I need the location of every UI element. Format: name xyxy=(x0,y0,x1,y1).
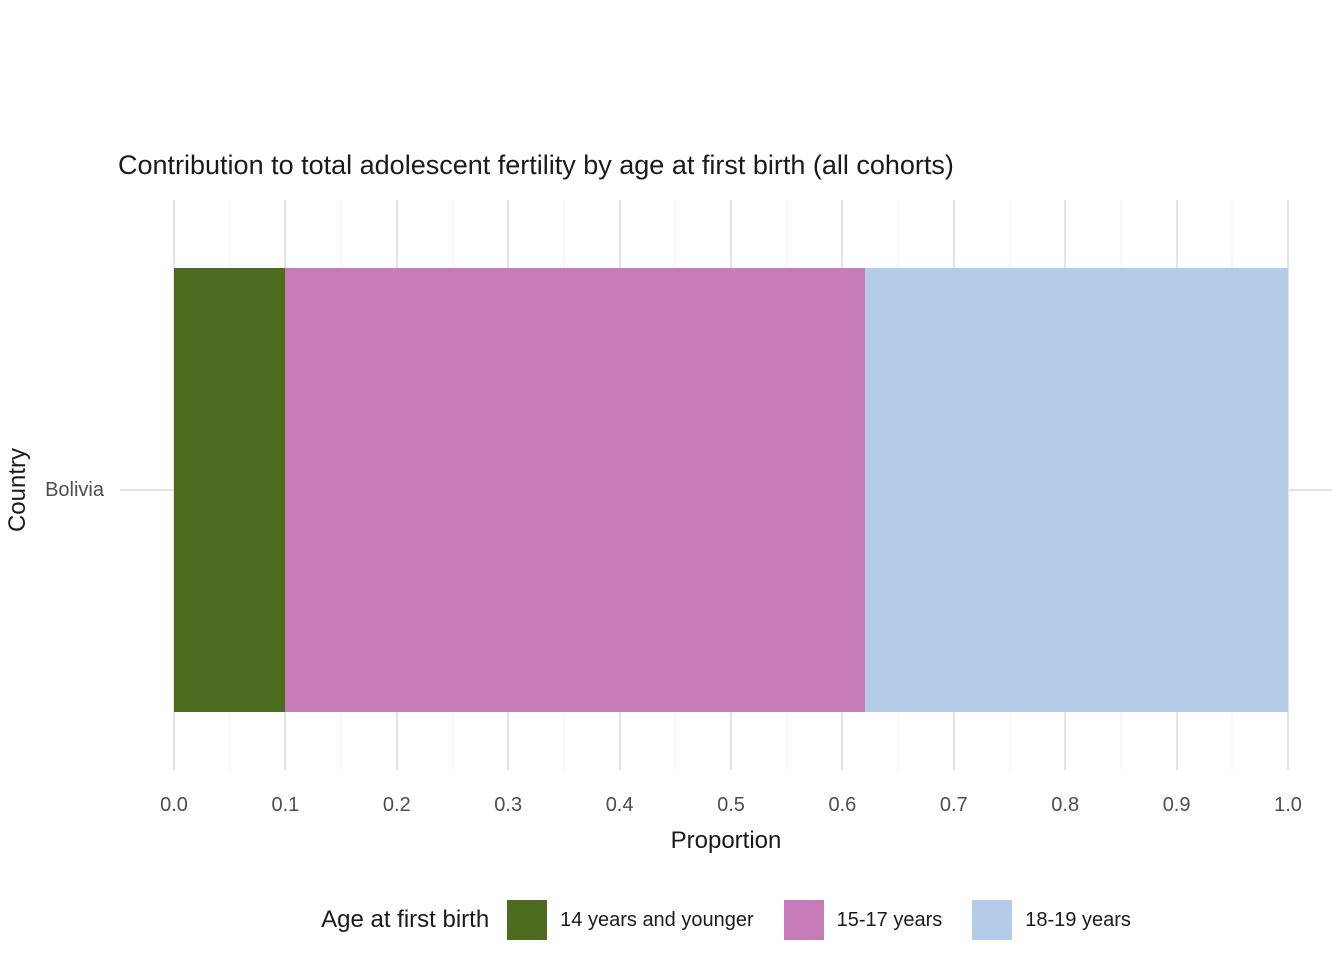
legend-item: 15-17 years xyxy=(783,900,943,940)
legend-title: Age at first birth xyxy=(321,906,490,933)
stacked-bar xyxy=(120,200,1332,770)
bar-segment-1 xyxy=(174,268,286,712)
legend-swatch xyxy=(783,900,824,940)
y-tick-label-bolivia: Bolivia xyxy=(45,479,104,501)
legend-swatch xyxy=(507,900,548,940)
legend-item: 18-19 years xyxy=(972,900,1131,940)
x-tick-label: 1.0 xyxy=(1274,794,1302,816)
x-tick-label: 0.8 xyxy=(1051,794,1080,816)
chart-title: Contribution to total adolescent fertili… xyxy=(118,150,954,180)
bar-segment-3 xyxy=(864,268,1288,712)
x-tick-label: 0.1 xyxy=(271,794,300,816)
x-tick-label: 0.3 xyxy=(494,794,523,816)
legend-label: 14 years and younger xyxy=(560,908,754,931)
x-tick-label: 0.4 xyxy=(605,794,634,816)
x-tick-label: 0.0 xyxy=(160,794,188,816)
x-axis-title: Proportion xyxy=(670,827,782,854)
major-gridline xyxy=(1287,200,1289,770)
x-tick-label: 0.2 xyxy=(382,794,411,816)
legend-label: 18-19 years xyxy=(1025,908,1131,931)
legend-swatch xyxy=(972,900,1013,940)
legend-items: 14 years and younger 15-17 years 18-19 yea… xyxy=(507,900,1131,940)
bar-segment-2 xyxy=(285,268,865,712)
x-tick-label: 0.6 xyxy=(828,794,857,816)
legend-label: 15-17 years xyxy=(836,908,943,931)
x-tick-label: 0.5 xyxy=(717,794,745,816)
legend: Age at first birth 14 years and younger 1… xyxy=(120,893,1332,947)
x-axis-ticks: 0.0 0.1 0.2 0.3 0.4 0.5 0.6 0.7 0.8 0.9 1.0 xyxy=(0,793,1344,817)
legend-item: 14 years and younger xyxy=(507,900,754,940)
x-tick-label: 0.7 xyxy=(939,794,968,816)
plot-panel xyxy=(120,200,1332,770)
x-tick-label: 0.9 xyxy=(1162,794,1191,816)
